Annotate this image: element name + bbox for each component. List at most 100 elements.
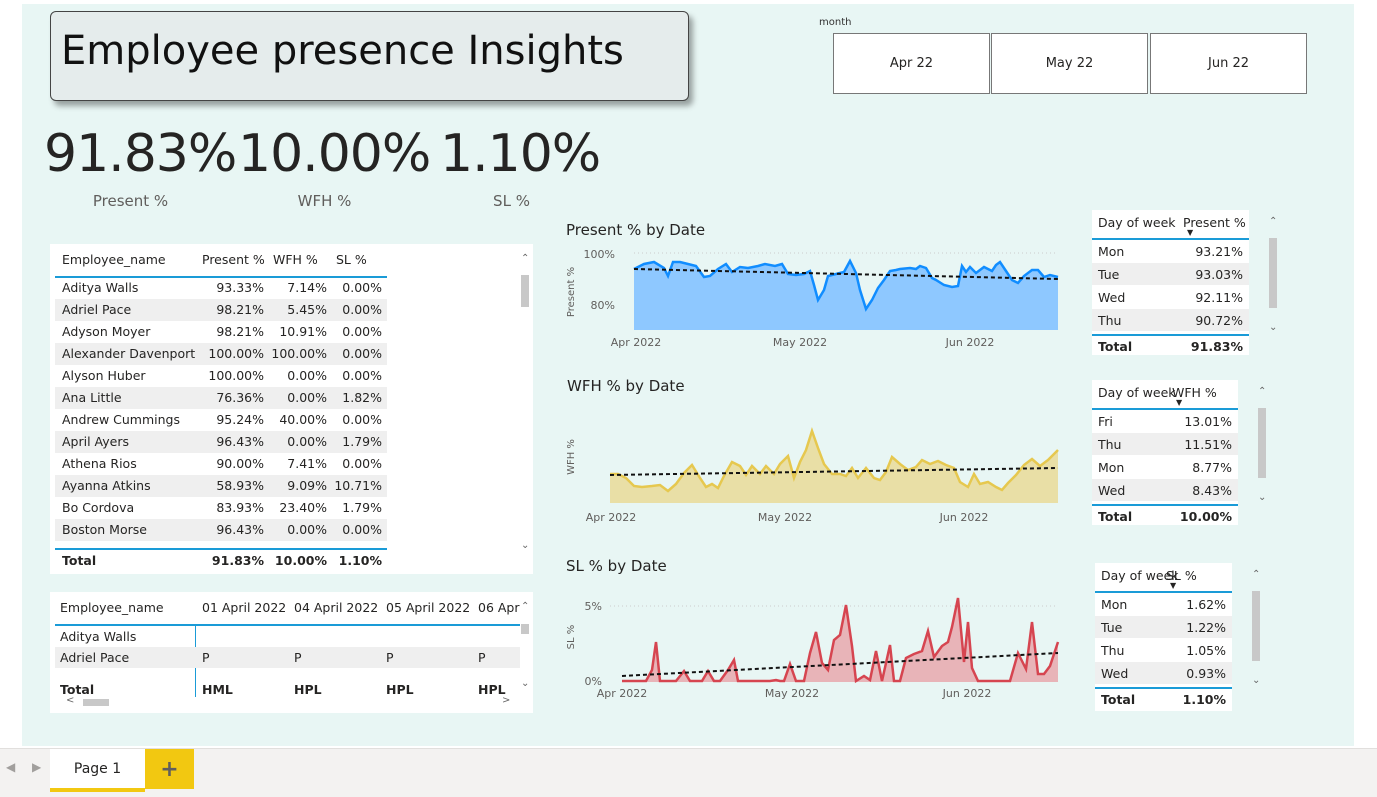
matrix-header-date-1[interactable]: 01 April 2022: [202, 600, 287, 615]
scroll-down-icon[interactable]: ⌄: [1258, 492, 1267, 503]
dow-value-cell: 1.22%: [1186, 620, 1226, 635]
table-row[interactable]: Andrew Cummings 95.24% 40.00% 0.00%: [55, 409, 387, 431]
dow-col-header-value[interactable]: Present %: [1183, 215, 1246, 230]
sort-desc-icon[interactable]: ▼: [1170, 581, 1177, 590]
table-row[interactable]: Athena Rios 90.00% 7.41% 0.00%: [55, 453, 387, 475]
table-row[interactable]: Alyson Huber 100.00% 0.00% 0.00%: [55, 365, 387, 387]
value-cell: 0.00%: [287, 368, 327, 383]
table-row[interactable]: Aditya Walls 93.33% 7.14% 0.00%: [55, 277, 387, 299]
col-header-employee[interactable]: Employee_name: [62, 252, 166, 267]
tab-next-icon[interactable]: ▶: [32, 760, 42, 774]
matrix-hscroll-thumb[interactable]: [83, 699, 109, 706]
sl-ytick: 5%: [585, 600, 602, 613]
col-header-sl[interactable]: SL %: [336, 252, 367, 267]
scroll-up-icon[interactable]: ⌃: [1252, 569, 1261, 580]
col-header-wfh[interactable]: WFH %: [273, 252, 318, 267]
kpi-wfh-label: WFH %: [297, 192, 352, 210]
dow-total-value: 1.10%: [1182, 692, 1226, 707]
matrix-header-employee[interactable]: Employee_name: [60, 600, 164, 615]
sl-area: [622, 598, 1058, 682]
matrix-header-date-3[interactable]: 05 April 2022: [386, 600, 471, 615]
table-row[interactable]: Boston Morse 96.43% 0.00% 0.00%: [55, 519, 387, 541]
wfh-y-label: WFH %: [566, 439, 577, 475]
page-tab-bar: [0, 748, 1377, 797]
table-row[interactable]: Adyson Moyer 98.21% 10.91% 0.00%: [55, 321, 387, 343]
value-cell: 96.43%: [216, 522, 264, 537]
dow-total-label: Total: [1101, 692, 1136, 707]
employee-name-cell: Adriel Pace: [62, 302, 132, 317]
col-header-present[interactable]: Present %: [202, 252, 265, 267]
dow-day-cell: Wed: [1098, 290, 1126, 305]
matrix-cell: P: [202, 650, 210, 665]
dow-value-cell: 8.43%: [1192, 483, 1232, 498]
tab-prev-icon[interactable]: ◀: [6, 760, 16, 774]
table-row[interactable]: Alexander Davenport 100.00% 100.00% 0.00%: [55, 343, 387, 365]
table-row[interactable]: Adriel Pace 98.21% 5.45% 0.00%: [55, 299, 387, 321]
matrix-vscroll-thumb[interactable]: [521, 624, 529, 634]
employee-name-cell: Andrew Cummings: [62, 412, 181, 427]
value-cell: 0.00%: [342, 522, 382, 537]
table-row[interactable]: Ayanna Atkins 58.93% 9.09% 10.71%: [55, 475, 387, 497]
dow-sl-table: Day of week SL % ▼ Mon 1.62% Tue 1.22% Thu 1.05%…: [1095, 563, 1265, 711]
present-chart-title: Present % by Date: [566, 221, 706, 239]
value-cell: 10.71%: [334, 478, 382, 493]
dow-col-header-value[interactable]: WFH %: [1172, 385, 1217, 400]
matrix-scroll-right-icon[interactable]: >: [502, 695, 511, 706]
matrix-header-date-4[interactable]: 06 Apr: [478, 600, 520, 615]
dow-col-header-day[interactable]: Day of week: [1098, 215, 1176, 230]
slicer-option-may[interactable]: May 22: [991, 33, 1148, 94]
present-xtick: May 2022: [773, 336, 827, 349]
scrollbar-thumb[interactable]: [521, 275, 529, 307]
scroll-down-icon[interactable]: ⌄: [1269, 322, 1278, 333]
table-row[interactable]: Ana Little 76.36% 0.00% 1.82%: [55, 387, 387, 409]
dow-total-label: Total: [1098, 509, 1133, 524]
scrollbar-thumb[interactable]: [1258, 408, 1266, 478]
sl-chart[interactable]: SL % 5% 0% Apr 2022 May 2022 Jun 2022: [560, 590, 1070, 705]
slicer-option-jun[interactable]: Jun 22: [1150, 33, 1307, 94]
scrollbar-thumb[interactable]: [1269, 238, 1277, 308]
matrix-header-date-2[interactable]: 04 April 2022: [294, 600, 379, 615]
matrix-scroll-up-icon[interactable]: ⌃: [521, 601, 530, 612]
value-cell: 0.00%: [342, 412, 382, 427]
sl-y-label: SL %: [566, 625, 577, 650]
employee-name-cell: April Ayers: [62, 434, 129, 449]
dow-col-header-value[interactable]: SL %: [1166, 568, 1197, 583]
matrix-scroll-down-icon[interactable]: ⌄: [521, 678, 530, 689]
slicer-option-apr[interactable]: Apr 22: [833, 33, 990, 94]
dow-total-value: 91.83%: [1190, 339, 1243, 354]
matrix-total-cell: HPL: [294, 682, 322, 697]
dow-value-cell: 93.03%: [1195, 267, 1243, 282]
table-row[interactable]: Bo Cordova 83.93% 23.40% 1.79%: [55, 497, 387, 519]
table-row[interactable]: April Ayers 96.43% 0.00% 1.79%: [55, 431, 387, 453]
value-cell: 0.00%: [342, 456, 382, 471]
sl-ytick: 0%: [585, 675, 602, 688]
dow-value-cell: 90.72%: [1195, 313, 1243, 328]
value-cell: 23.40%: [279, 500, 327, 515]
value-cell: 98.21%: [216, 302, 264, 317]
scrollbar-thumb[interactable]: [1252, 591, 1260, 661]
scroll-up-icon[interactable]: ⌃: [1269, 216, 1278, 227]
sort-desc-icon[interactable]: ▼: [1187, 228, 1194, 237]
sl-xtick: May 2022: [765, 687, 819, 700]
dow-col-header-day[interactable]: Day of week: [1098, 385, 1176, 400]
value-cell: 0.00%: [287, 390, 327, 405]
add-page-button[interactable]: +: [145, 749, 194, 789]
scroll-down-icon[interactable]: ⌄: [1252, 675, 1261, 686]
scroll-up-icon[interactable]: ⌃: [521, 253, 530, 264]
sort-desc-icon[interactable]: ▼: [1176, 398, 1183, 407]
dow-day-cell: Tue: [1098, 267, 1120, 282]
attendance-matrix: Employee_name 01 April 2022 04 April 202…: [50, 592, 533, 713]
present-chart[interactable]: Present % 100% 80% Apr 2022 May 2022 Jun…: [560, 240, 1070, 355]
wfh-xtick: May 2022: [758, 511, 812, 524]
present-ytick: 80%: [591, 299, 615, 312]
scroll-up-icon[interactable]: ⌃: [1258, 386, 1267, 397]
value-cell: 98.21%: [216, 324, 264, 339]
wfh-xtick: Apr 2022: [586, 511, 637, 524]
sl-line: [622, 597, 1060, 684]
matrix-scroll-left-icon[interactable]: <: [66, 695, 75, 706]
tab-page-1[interactable]: Page 1: [50, 749, 145, 792]
scroll-down-icon[interactable]: ⌄: [521, 540, 530, 551]
dow-col-header-day[interactable]: Day of week: [1101, 568, 1179, 583]
total-wfh: 10.00%: [274, 553, 327, 568]
wfh-chart[interactable]: WFH % Apr 2022 May 2022 Jun 2022: [560, 400, 1070, 530]
